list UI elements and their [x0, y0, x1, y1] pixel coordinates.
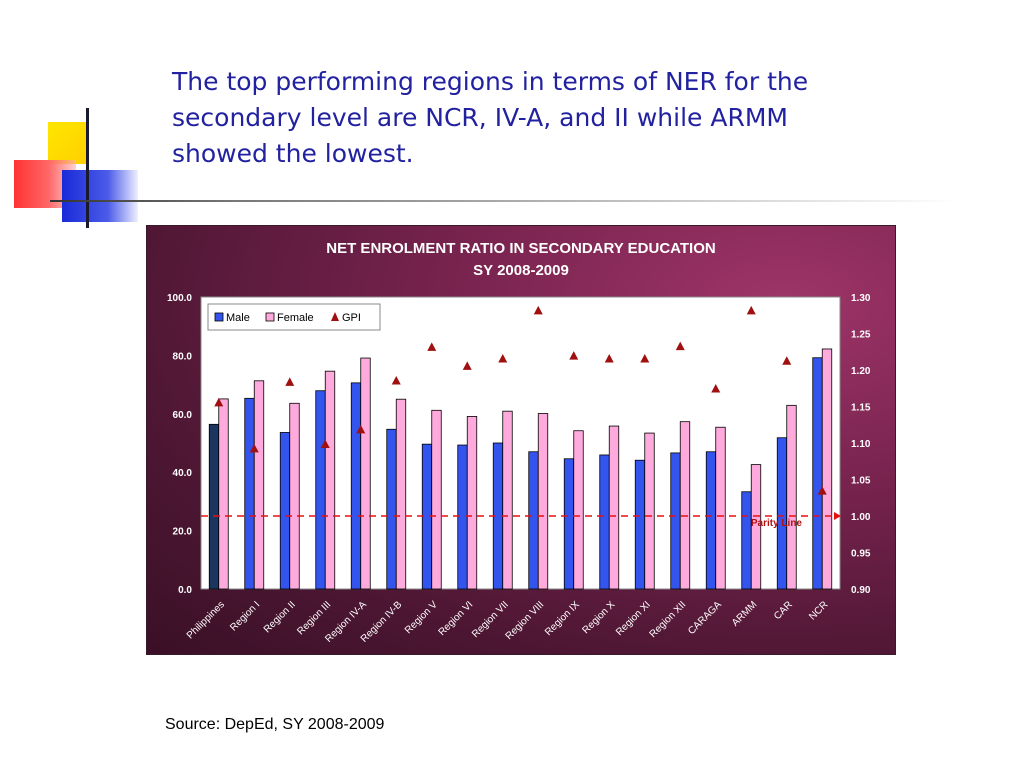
gpi-marker [214, 397, 224, 407]
x-category-label: Region VIII [504, 599, 547, 642]
y-right-tick-label: 0.90 [851, 585, 871, 596]
bar-male [670, 452, 681, 590]
bar-male [776, 437, 788, 590]
y-left-tick-label: 100.0 [167, 293, 192, 304]
gpi-marker [817, 486, 827, 495]
plot-area [200, 296, 841, 590]
ornament-blue-square [62, 170, 138, 222]
x-category-label: NCR [807, 599, 830, 622]
gpi-marker [285, 377, 295, 386]
gpi-marker [746, 305, 756, 315]
legend-label-gpi: GPI [342, 312, 361, 324]
bar-female [466, 416, 478, 590]
y-left-tick-label: 40.0 [173, 468, 193, 479]
gpi-marker [711, 383, 721, 393]
y-right-tick-label: 1.05 [851, 476, 871, 487]
bar-female [502, 410, 513, 590]
bar-female [360, 357, 371, 590]
chart-panel: NET ENROLMENT RATIO IN SECONDARY EDUCATI… [146, 225, 896, 655]
y-right-tick-label: 1.00 [851, 512, 871, 523]
gpi-marker [675, 341, 685, 351]
gpi-marker [462, 361, 472, 370]
ornament-horizontal-line [50, 200, 960, 202]
bar-male [599, 454, 610, 590]
x-category-label: Philippines [185, 599, 227, 641]
bar-female [750, 464, 762, 590]
bar-female [644, 432, 655, 590]
y-left-tick-label: 20.0 [173, 527, 193, 538]
ornament-yellow-square [48, 122, 86, 164]
bar-male [386, 428, 397, 590]
bar-male [457, 444, 468, 590]
bar-female [289, 402, 300, 590]
bar-female [537, 413, 549, 590]
bar-female [715, 426, 726, 590]
bar-male [528, 451, 539, 590]
bar-male [350, 382, 362, 590]
x-category-label: Region II [262, 599, 298, 635]
bar-female [573, 430, 584, 590]
gpi-marker [391, 375, 401, 385]
bar-female [821, 348, 833, 590]
gpi-marker [356, 424, 366, 434]
gpi-marker [320, 439, 330, 448]
gpi-marker [640, 354, 650, 363]
y-right-tick-label: 1.30 [851, 293, 871, 304]
y-left-tick-label: 0.0 [178, 585, 192, 596]
legend-swatch-male [214, 312, 224, 322]
x-category-label: Region V [403, 599, 440, 636]
x-category-label: Region I [228, 599, 262, 633]
y-left-tick-label: 80.0 [173, 351, 193, 362]
parity-line-label: Parity Line [751, 518, 803, 529]
gpi-marker [782, 356, 792, 365]
x-category-label: CARAGA [686, 599, 724, 637]
x-category-label: CAR [772, 599, 795, 622]
y-right-tick-label: 1.25 [851, 330, 871, 341]
parity-line-arrow [834, 512, 841, 520]
legend-label-male: Male [226, 312, 250, 324]
y-right-tick-label: 0.95 [851, 549, 871, 560]
x-category-label: Region IX [543, 599, 582, 638]
gpi-marker [604, 354, 614, 363]
gpi-marker [533, 305, 543, 315]
x-category-label: Region XII [648, 599, 689, 640]
chart-svg: 100.0 80.0 60.0 40.0 20.0 0.0 1.30 1.25 1.20 1.15… [167, 293, 871, 645]
legend-label-female: Female [277, 312, 314, 324]
bar-male [208, 423, 220, 590]
ornament-vertical-line [86, 108, 89, 228]
gpi-marker [249, 443, 259, 453]
bar-male [705, 451, 717, 590]
bar-male [741, 491, 752, 590]
bar-male [244, 397, 255, 590]
legend-box [207, 303, 381, 331]
chart-subtitle: SY 2008-2009 [473, 262, 569, 279]
y-right-tick-label: 1.10 [851, 439, 871, 450]
y-right-tick-label: 1.15 [851, 403, 871, 414]
bar-female [608, 425, 620, 590]
x-category-label: ARMM [730, 599, 759, 628]
bar-male [812, 357, 823, 590]
bar-female [679, 421, 691, 590]
bar-male [315, 390, 326, 590]
y-left-tick-label: 60.0 [173, 410, 193, 421]
gpi-marker [427, 342, 437, 351]
source-note: Source: DepEd, SY 2008-2009 [165, 716, 385, 733]
gpi-marker [498, 354, 508, 363]
bar-female [431, 409, 442, 590]
x-category-label: Region X [581, 599, 618, 636]
bar-male [563, 458, 575, 590]
legend-swatch-gpi [331, 312, 339, 321]
chart-title: NET ENROLMENT RATIO IN SECONDARY EDUCATI… [326, 240, 716, 257]
gpi-marker [569, 351, 579, 360]
bar-male [279, 432, 291, 590]
legend-swatch-female [265, 312, 275, 322]
y-right-tick-label: 1.20 [851, 366, 871, 377]
bar-female [218, 398, 229, 590]
bar-female [395, 398, 407, 590]
bar-female [786, 404, 797, 590]
bar-female [253, 380, 265, 590]
bar-female [324, 370, 336, 590]
slide-title: The top performing regions in terms of N… [172, 67, 809, 168]
bar-male [634, 459, 646, 590]
